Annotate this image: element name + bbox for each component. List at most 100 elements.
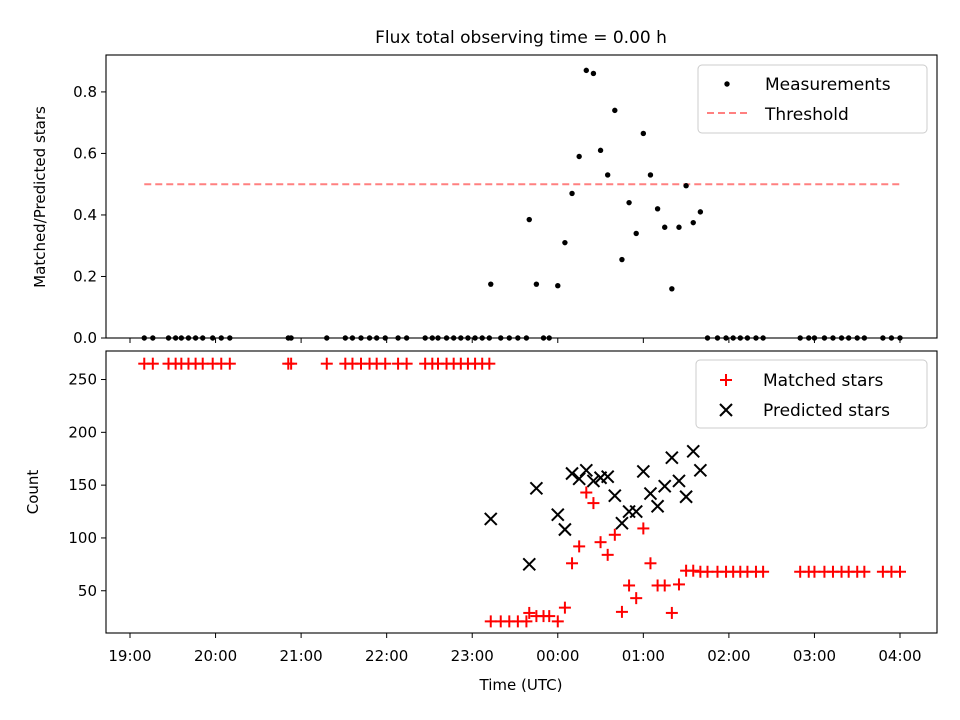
x-tick-label: 23:00 bbox=[451, 647, 494, 665]
predicted-star-point bbox=[686, 444, 700, 459]
top-legend: Measurements Threshold bbox=[697, 64, 928, 134]
legend-marker-matched bbox=[720, 374, 732, 386]
measurement-point bbox=[697, 209, 704, 215]
measurement-point bbox=[526, 216, 532, 223]
legend-box bbox=[697, 64, 928, 134]
measurement-point bbox=[626, 199, 632, 206]
top-y-axis-label: Matched/Predicted stars bbox=[31, 106, 49, 288]
y-tick-label: 50 bbox=[78, 582, 97, 600]
y-tick-label: 0.2 bbox=[73, 267, 97, 285]
matched-star-point bbox=[658, 579, 671, 592]
y-tick-label: 0.6 bbox=[73, 144, 97, 162]
predicted-star-point bbox=[658, 479, 672, 493]
measurement-point bbox=[583, 67, 589, 74]
y-tick-label: 100 bbox=[68, 529, 97, 547]
measurement-point bbox=[612, 107, 618, 114]
measurement-point bbox=[555, 283, 561, 289]
predicted-star-point bbox=[636, 464, 651, 479]
x-tick-label: 19:00 bbox=[108, 647, 151, 665]
measurement-point bbox=[576, 153, 582, 160]
x-tick-label: 21:00 bbox=[279, 647, 322, 665]
matched-star-point bbox=[146, 357, 159, 370]
matched-star-point bbox=[630, 592, 643, 605]
measurement-point bbox=[640, 130, 647, 137]
legend-box bbox=[695, 359, 928, 429]
top-axes: Flux total observing time = 0.00 h Match… bbox=[31, 28, 938, 347]
matched-star-point bbox=[608, 528, 621, 541]
bottom-x-ticks: 19:00 20:00 21:00 22:00 23:00 00:00 01:00 02:00… bbox=[108, 633, 922, 665]
measurement-point bbox=[562, 239, 568, 246]
predicted-star-point bbox=[650, 499, 665, 513]
matched-star-point bbox=[400, 357, 413, 370]
matched-star-point bbox=[858, 565, 871, 578]
predicted-star-point bbox=[600, 469, 615, 484]
matched-star-point bbox=[672, 578, 685, 591]
matched-star-point bbox=[320, 357, 333, 370]
x-tick-label: 00:00 bbox=[536, 647, 579, 665]
legend-marker-measurements bbox=[724, 81, 730, 87]
predicted-star-point bbox=[529, 481, 544, 496]
measurement-point bbox=[690, 219, 696, 226]
bottom-legend: Matched stars Predicted stars bbox=[695, 359, 928, 429]
matched-star-point bbox=[520, 615, 533, 628]
bottom-y-axis-label: Count bbox=[24, 470, 42, 515]
matched-star-point bbox=[665, 606, 678, 619]
chart-title: Flux total observing time = 0.00 h bbox=[375, 28, 667, 48]
predicted-star-point bbox=[579, 463, 594, 478]
matched-star-point bbox=[551, 615, 564, 628]
predicted-star-point bbox=[565, 466, 579, 481]
x-tick-label: 02:00 bbox=[707, 647, 750, 665]
measurement-point bbox=[590, 70, 597, 77]
matched-star-point bbox=[637, 522, 650, 535]
predicted-star-point bbox=[665, 450, 679, 465]
matched-star-point bbox=[483, 357, 496, 370]
matched-star-point bbox=[523, 606, 536, 619]
measurement-point bbox=[533, 281, 540, 287]
predicted-star-point bbox=[672, 474, 686, 488]
legend-marker-predicted bbox=[719, 403, 733, 417]
y-tick-label: 200 bbox=[68, 423, 97, 441]
x-tick-label: 22:00 bbox=[365, 647, 408, 665]
bottom-y-ticks: 50 100 150 200 250 bbox=[68, 371, 106, 600]
predicted-star-point bbox=[693, 463, 708, 478]
bottom-axes: Count 50 100 150 200 250 19:00 20:00 21:00 22:0… bbox=[24, 350, 938, 694]
matched-star-point bbox=[687, 564, 700, 577]
y-tick-label: 150 bbox=[68, 476, 97, 494]
matched-star-point bbox=[543, 610, 556, 623]
measurement-point bbox=[669, 286, 675, 292]
matched-star-point bbox=[594, 536, 607, 549]
top-x-ticks bbox=[129, 338, 901, 343]
matched-star-point bbox=[566, 557, 579, 570]
predicted-star-point bbox=[629, 504, 643, 519]
x-tick-label: 20:00 bbox=[194, 647, 237, 665]
measurement-point bbox=[619, 256, 625, 263]
predicted-star-point bbox=[679, 490, 693, 504]
matched-star-point bbox=[644, 557, 657, 570]
matched-star-point bbox=[615, 605, 628, 618]
bottom-plot-area bbox=[138, 357, 906, 628]
measurement-point bbox=[654, 206, 661, 212]
measurement-point bbox=[662, 224, 668, 230]
legend-label-predicted: Predicted stars bbox=[763, 401, 890, 421]
matched-star-point bbox=[587, 497, 600, 510]
matched-star-point bbox=[285, 357, 298, 370]
measurement-point bbox=[633, 230, 639, 237]
bottom-axes-frame bbox=[105, 350, 938, 634]
y-tick-label: 250 bbox=[68, 371, 97, 389]
y-tick-label: 0.4 bbox=[73, 206, 97, 224]
predicted-star-point bbox=[643, 486, 658, 501]
legend-label-matched: Matched stars bbox=[763, 371, 883, 391]
y-tick-label: 0.8 bbox=[73, 83, 97, 101]
predicted-star-point bbox=[484, 512, 498, 526]
predicted-star-point bbox=[558, 522, 572, 537]
x-tick-label: 04:00 bbox=[878, 647, 921, 665]
y-tick-label: 0.0 bbox=[73, 329, 97, 347]
x-tick-label: 03:00 bbox=[793, 647, 836, 665]
predicted-star-point bbox=[586, 474, 601, 488]
measurement-point bbox=[604, 172, 611, 178]
top-y-ticks: 0.0 0.2 0.4 0.6 0.8 bbox=[73, 83, 106, 347]
matched-star-point bbox=[757, 565, 770, 578]
predicted-star-point bbox=[615, 516, 629, 530]
matched-star-point bbox=[601, 548, 614, 561]
